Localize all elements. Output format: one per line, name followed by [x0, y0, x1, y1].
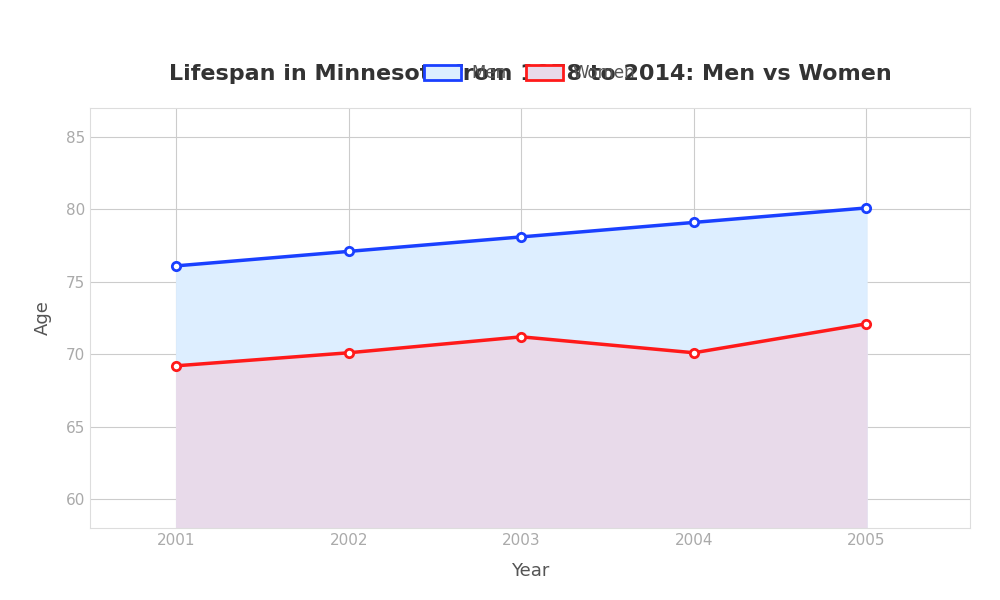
Title: Lifespan in Minnesota from 1978 to 2014: Men vs Women: Lifespan in Minnesota from 1978 to 2014:… — [169, 64, 891, 84]
Legend: Men, Women: Men, Women — [418, 58, 642, 89]
X-axis label: Year: Year — [511, 562, 549, 580]
Y-axis label: Age: Age — [34, 301, 52, 335]
